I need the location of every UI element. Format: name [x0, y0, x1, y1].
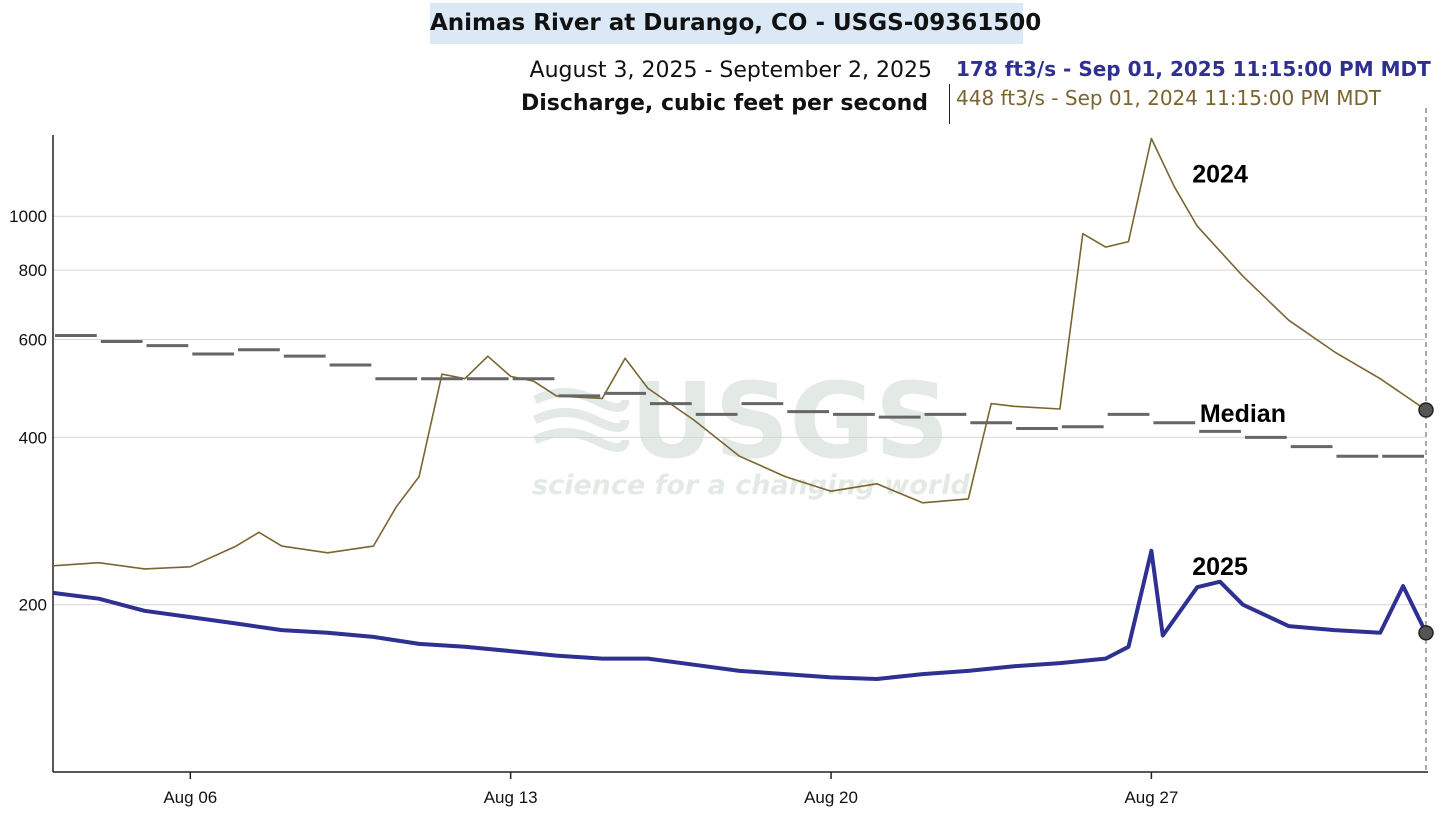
reading-2024: 448 ft3/s - Sep 01, 2024 11:15:00 PM MDT: [956, 86, 1382, 110]
x-tick-label: Aug 13: [484, 788, 538, 807]
series-labels: 2024 2025 Median: [1192, 160, 1286, 581]
series-label-2024: 2024: [1192, 160, 1248, 188]
usgs-wave-icon: [532, 388, 630, 452]
x-tick-label: Aug 27: [1124, 788, 1178, 807]
watermark-logo-text: USGS: [630, 360, 950, 482]
y-tick-label: 800: [19, 261, 47, 280]
x-tick-label: Aug 20: [804, 788, 858, 807]
series-label-median: Median: [1200, 400, 1286, 428]
y-tick-label: 600: [19, 331, 47, 350]
end-marker-2025: [1418, 625, 1434, 641]
y-tick-label: 200: [19, 596, 47, 615]
parameter-label: Discharge, cubic feet per second: [520, 91, 928, 116]
chart-title: Animas River at Durango, CO - USGS-09361…: [430, 10, 1042, 36]
y-tick-label: 400: [19, 428, 47, 447]
end-markers: [1418, 402, 1434, 641]
y-tick-label: 1000: [9, 207, 47, 226]
usgs-watermark: USGS science for a changing world: [532, 360, 970, 501]
grid: [53, 215, 1426, 606]
date-range-label: August 3, 2025 - September 2, 2025: [529, 58, 932, 83]
reading-2025: 178 ft3/s - Sep 01, 2025 11:15:00 PM MDT: [956, 57, 1431, 81]
cursor-separator: [949, 84, 950, 124]
axes: 200 400 600 800 1000 Aug 06 Aug 13 Aug 20 Aug 27: [9, 108, 1428, 807]
x-tick-label: Aug 06: [163, 788, 217, 807]
series-label-2025: 2025: [1192, 553, 1248, 581]
series-layer: [52, 137, 1428, 681]
series-2024-line: [52, 137, 1427, 570]
title-background: [430, 3, 1023, 44]
watermark-tagline: science for a changing world: [532, 470, 970, 501]
end-marker-2024: [1418, 402, 1434, 418]
series-2025-line: [52, 548, 1428, 681]
